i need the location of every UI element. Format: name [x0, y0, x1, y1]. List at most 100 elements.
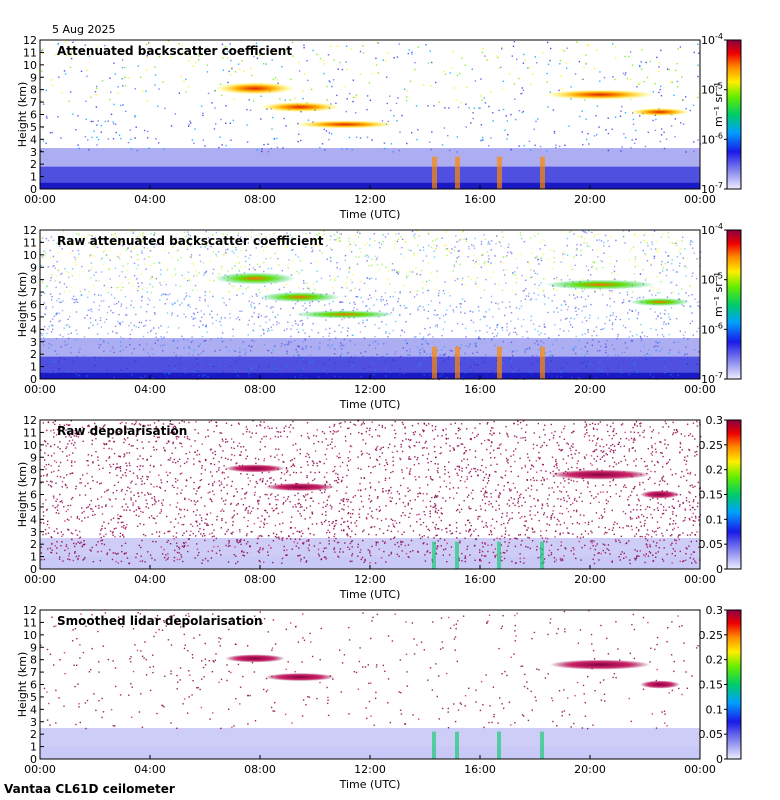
y-tick-label: 8 — [30, 84, 37, 97]
panel-2: Raw attenuated backscatter coefficient01… — [16, 222, 742, 411]
y-axis-label: Height (km) — [16, 272, 29, 338]
y-tick-label: 2 — [30, 728, 37, 741]
x-tick-label: 00:00 — [684, 573, 716, 586]
x-tick-label: 04:00 — [134, 573, 166, 586]
x-tick-label: 08:00 — [244, 573, 276, 586]
colorbar: 10-7 10-6 10-5 10-4 m⁻¹ sr⁻¹ — [701, 222, 742, 386]
colorbar-tick-label: 10-5 — [701, 272, 723, 287]
colorbar-tick-label: 0.05 — [699, 728, 724, 741]
y-tick-label: 2 — [30, 158, 37, 171]
x-tick-label: 20:00 — [574, 193, 606, 206]
colorbar-tick-label: 10-7 — [701, 371, 723, 386]
panel-title: Smoothed lidar depolarisation — [57, 614, 263, 628]
y-tick-label: 11 — [23, 616, 37, 629]
panel-title: Raw attenuated backscatter coefficient — [57, 234, 324, 248]
y-tick-label: 4 — [30, 323, 37, 336]
date-label: 5 Aug 2025 — [52, 23, 115, 36]
colorbar-gradient — [726, 419, 742, 570]
y-tick-label: 6 — [30, 109, 37, 122]
y-tick-label: 3 — [30, 526, 37, 539]
colorbar-gradient — [726, 229, 742, 380]
x-tick-label: 00:00 — [684, 763, 716, 776]
panel-1: Attenuated backscatter coefficient012345… — [16, 32, 742, 221]
y-tick-label: 2 — [30, 348, 37, 361]
heatmap-field — [40, 610, 700, 759]
colorbar: 10-7 10-6 10-5 10-4 m⁻¹ sr⁻¹ — [701, 32, 742, 196]
colorbar-tick-label: 0.2 — [706, 654, 724, 667]
y-tick-label: 3 — [30, 716, 37, 729]
x-tick-label: 00:00 — [24, 383, 56, 396]
x-tick-label: 12:00 — [354, 573, 386, 586]
colorbar-tick-label: 10-4 — [701, 32, 723, 47]
plot-area — [40, 610, 700, 759]
colorbar-tick-label: 0.1 — [706, 513, 724, 526]
panels: Attenuated backscatter coefficient012345… — [16, 32, 742, 791]
panel-title: Raw depolarisation — [57, 424, 187, 438]
colorbar-tick-label: 10-6 — [701, 131, 723, 146]
y-tick-label: 10 — [23, 59, 37, 72]
y-tick-label: 12 — [23, 224, 37, 237]
x-axis-label: Time (UTC) — [339, 588, 401, 601]
y-tick-label: 6 — [30, 299, 37, 312]
x-tick-label: 04:00 — [134, 763, 166, 776]
y-tick-label: 1 — [30, 361, 37, 374]
x-axis-label: Time (UTC) — [339, 398, 401, 411]
y-tick-label: 7 — [30, 286, 37, 299]
colorbar-unit-label: m⁻¹ sr⁻¹ — [712, 272, 725, 317]
x-tick-label: 04:00 — [134, 383, 166, 396]
y-tick-label: 1 — [30, 741, 37, 754]
y-tick-label: 6 — [30, 679, 37, 692]
colorbar: 0 0.05 0.1 0.15 0.2 0.25 0.3 — [699, 414, 742, 576]
x-tick-label: 12:00 — [354, 193, 386, 206]
y-tick-label: 6 — [30, 489, 37, 502]
colorbar-tick-label: 0.25 — [699, 439, 724, 452]
y-tick-label: 11 — [23, 236, 37, 249]
x-tick-label: 16:00 — [464, 383, 496, 396]
y-tick-label: 12 — [23, 604, 37, 617]
colorbar-tick-label: 0 — [716, 753, 723, 766]
colorbar-tick-label: 0.1 — [706, 703, 724, 716]
colorbar-tick-label: 0.25 — [699, 629, 724, 642]
y-tick-label: 9 — [30, 641, 37, 654]
colorbar-tick-label: 10-5 — [701, 82, 723, 97]
y-tick-label: 12 — [23, 414, 37, 427]
footer-label: Vantaa CL61D ceilometer — [4, 782, 175, 796]
y-tick-label: 2 — [30, 538, 37, 551]
y-axis-label: Height (km) — [16, 652, 29, 718]
y-tick-label: 4 — [30, 703, 37, 716]
x-tick-label: 00:00 — [24, 193, 56, 206]
y-tick-label: 1 — [30, 551, 37, 564]
x-tick-label: 12:00 — [354, 763, 386, 776]
y-tick-label: 3 — [30, 146, 37, 159]
plot-area — [40, 420, 700, 569]
y-tick-label: 5 — [30, 121, 37, 134]
y-tick-label: 5 — [30, 311, 37, 324]
y-tick-label: 0 — [30, 373, 37, 386]
x-tick-label: 08:00 — [244, 193, 276, 206]
y-tick-label: 0 — [30, 563, 37, 576]
x-tick-label: 16:00 — [464, 763, 496, 776]
panel-title: Attenuated backscatter coefficient — [57, 44, 292, 58]
y-tick-label: 9 — [30, 451, 37, 464]
y-tick-label: 7 — [30, 476, 37, 489]
x-tick-label: 00:00 — [684, 383, 716, 396]
x-tick-label: 16:00 — [464, 573, 496, 586]
x-tick-label: 00:00 — [24, 763, 56, 776]
heatmap-field — [40, 230, 702, 381]
y-axis-label: Height (km) — [16, 462, 29, 528]
x-tick-label: 20:00 — [574, 573, 606, 586]
colorbar-tick-label: 0 — [716, 563, 723, 576]
x-tick-label: 00:00 — [684, 193, 716, 206]
colorbar-tick-label: 0.05 — [699, 538, 724, 551]
y-tick-label: 7 — [30, 96, 37, 109]
heatmap-field — [40, 420, 702, 569]
y-tick-label: 11 — [23, 426, 37, 439]
y-tick-label: 3 — [30, 336, 37, 349]
y-tick-label: 0 — [30, 183, 37, 196]
y-tick-label: 10 — [23, 249, 37, 262]
y-tick-label: 9 — [30, 71, 37, 84]
y-tick-label: 7 — [30, 666, 37, 679]
heatmap-field — [40, 40, 702, 189]
x-tick-label: 16:00 — [464, 193, 496, 206]
